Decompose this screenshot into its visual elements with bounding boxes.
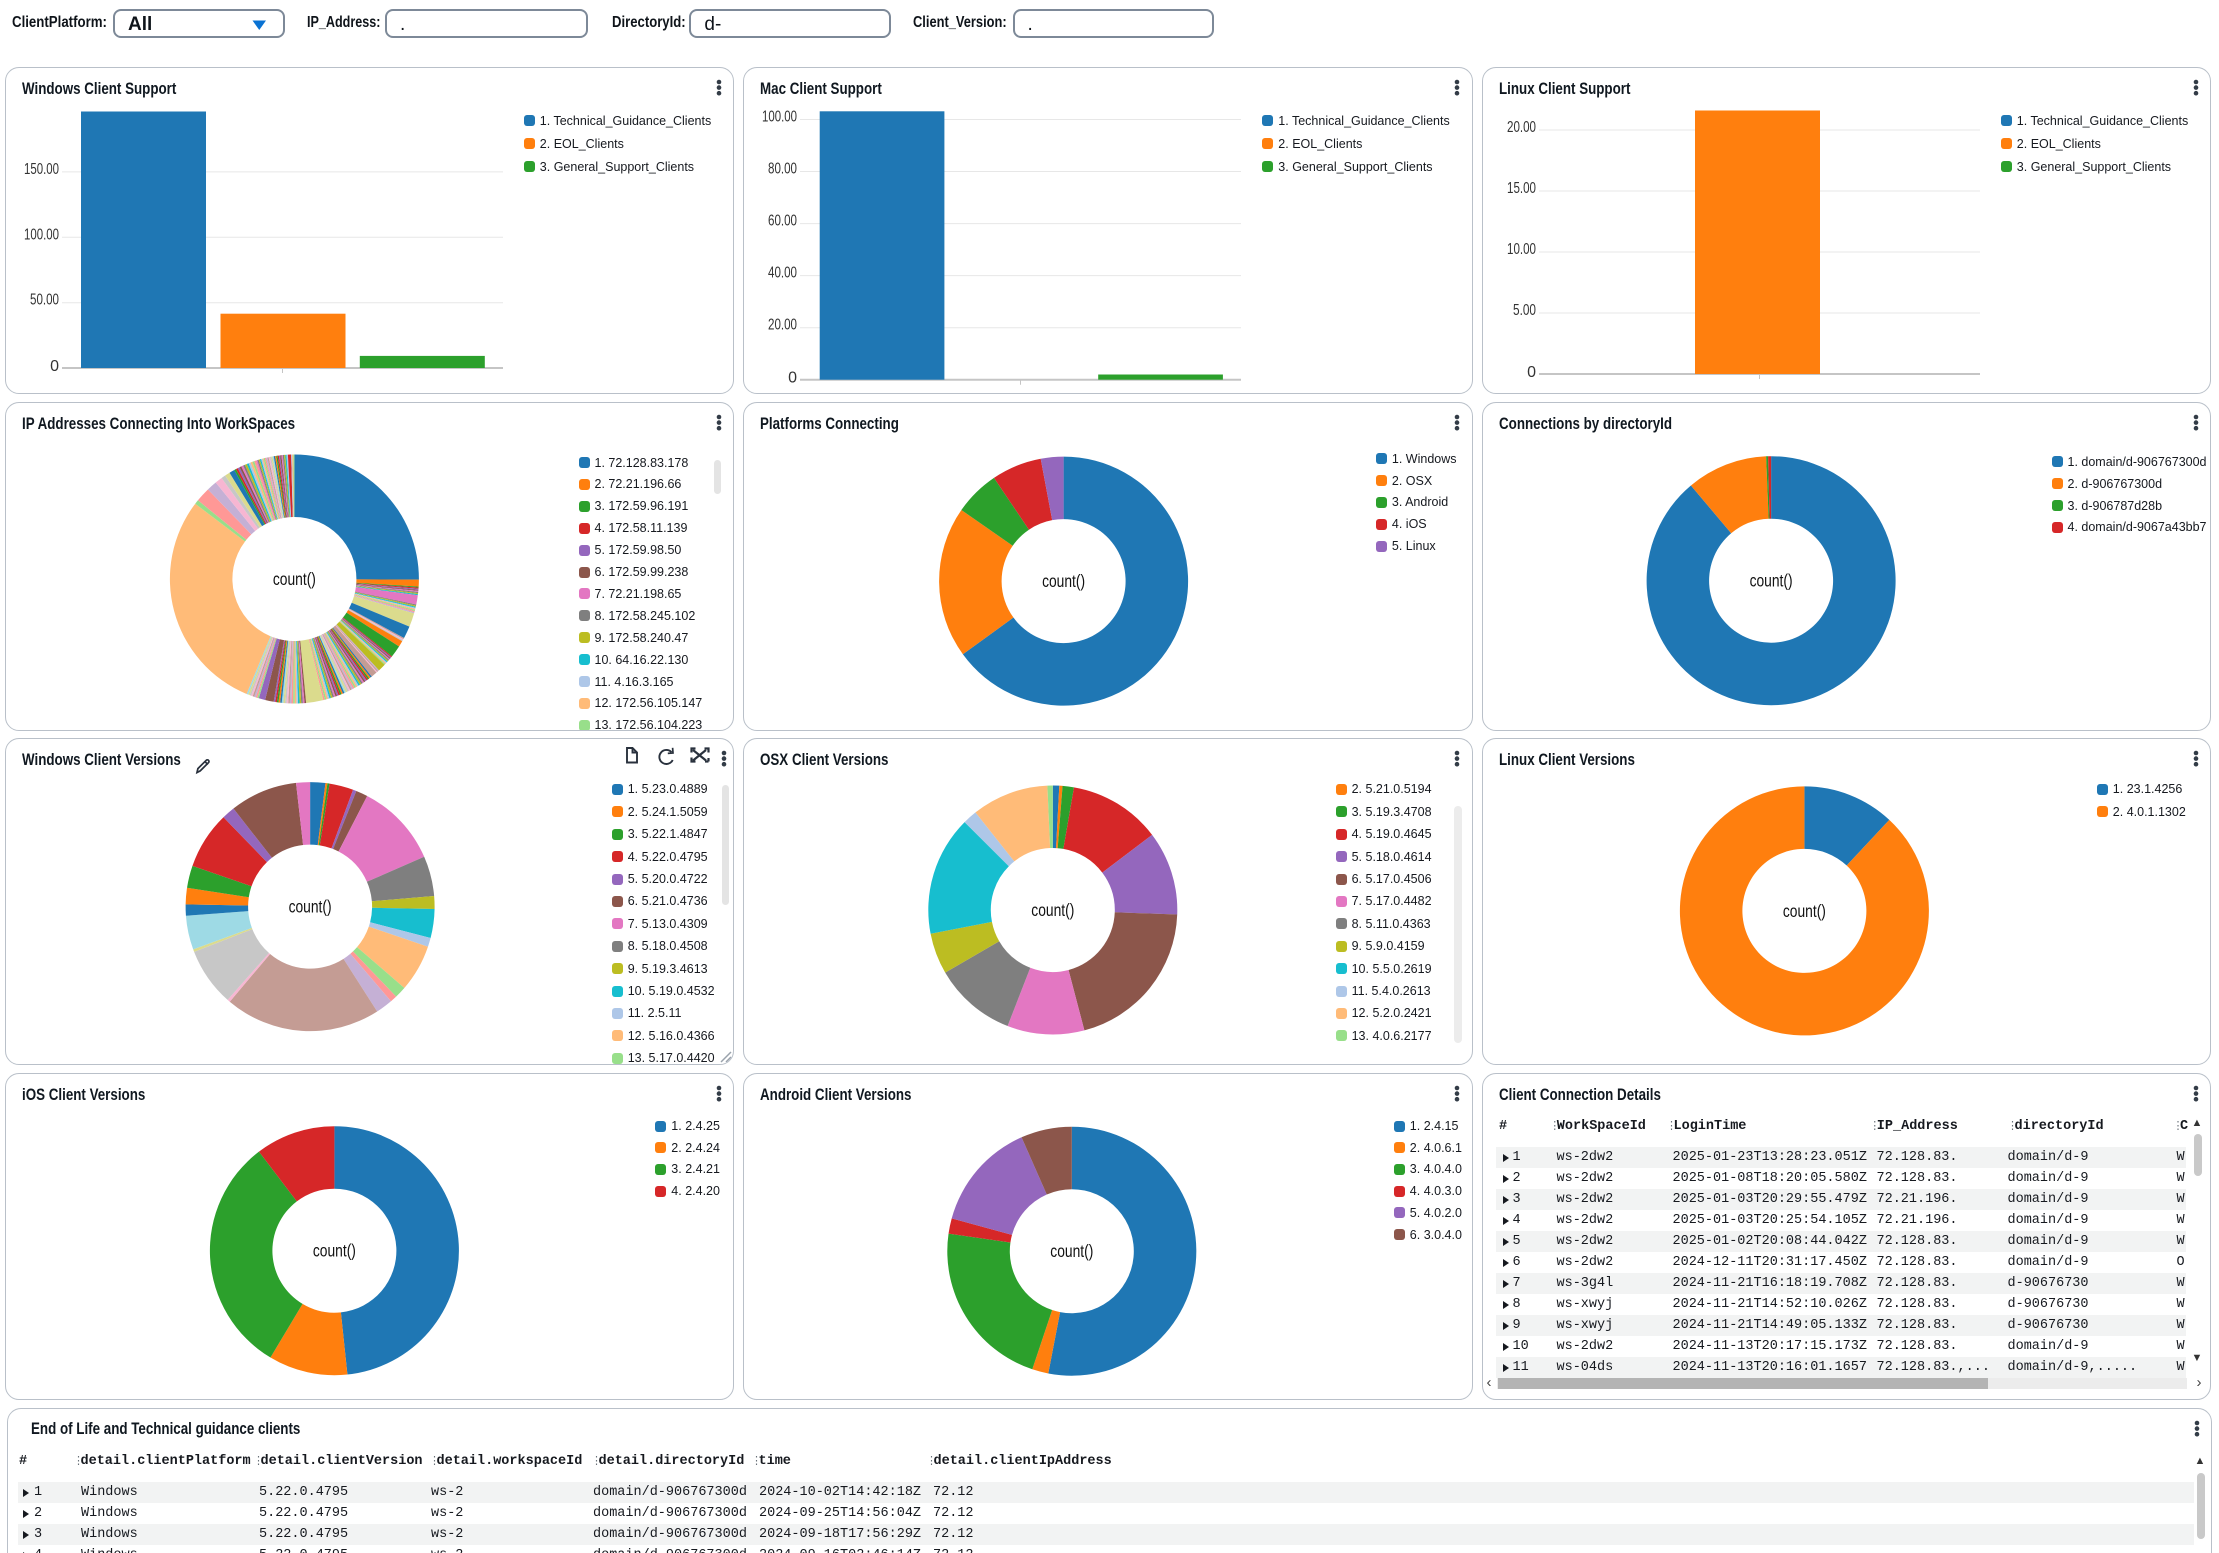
svg-text:count(): count() <box>1050 1241 1093 1261</box>
svg-text:100.00: 100.00 <box>762 108 797 125</box>
svg-text:count(): count() <box>1031 900 1074 920</box>
svg-text:100.00: 100.00 <box>24 226 59 243</box>
svg-text:count(): count() <box>288 896 331 916</box>
svg-text:count(): count() <box>272 569 315 589</box>
svg-text:0: 0 <box>788 369 797 386</box>
svg-text:10.00: 10.00 <box>1507 241 1536 258</box>
svg-text:count(): count() <box>1749 571 1792 591</box>
svg-text:0: 0 <box>50 358 59 375</box>
svg-text:20.00: 20.00 <box>1507 119 1536 136</box>
svg-text:20.00: 20.00 <box>768 316 797 333</box>
svg-text:40.00: 40.00 <box>768 264 797 281</box>
svg-text:count(): count() <box>312 1241 355 1261</box>
svg-text:count(): count() <box>1042 571 1085 591</box>
svg-text:0: 0 <box>1527 364 1536 381</box>
svg-text:15.00: 15.00 <box>1507 180 1536 197</box>
svg-text:50.00: 50.00 <box>30 291 59 308</box>
svg-text:60.00: 60.00 <box>768 212 797 229</box>
svg-text:5.00: 5.00 <box>1513 302 1536 319</box>
svg-text:80.00: 80.00 <box>768 160 797 177</box>
svg-text:count(): count() <box>1782 900 1825 920</box>
svg-text:150.00: 150.00 <box>24 160 59 177</box>
